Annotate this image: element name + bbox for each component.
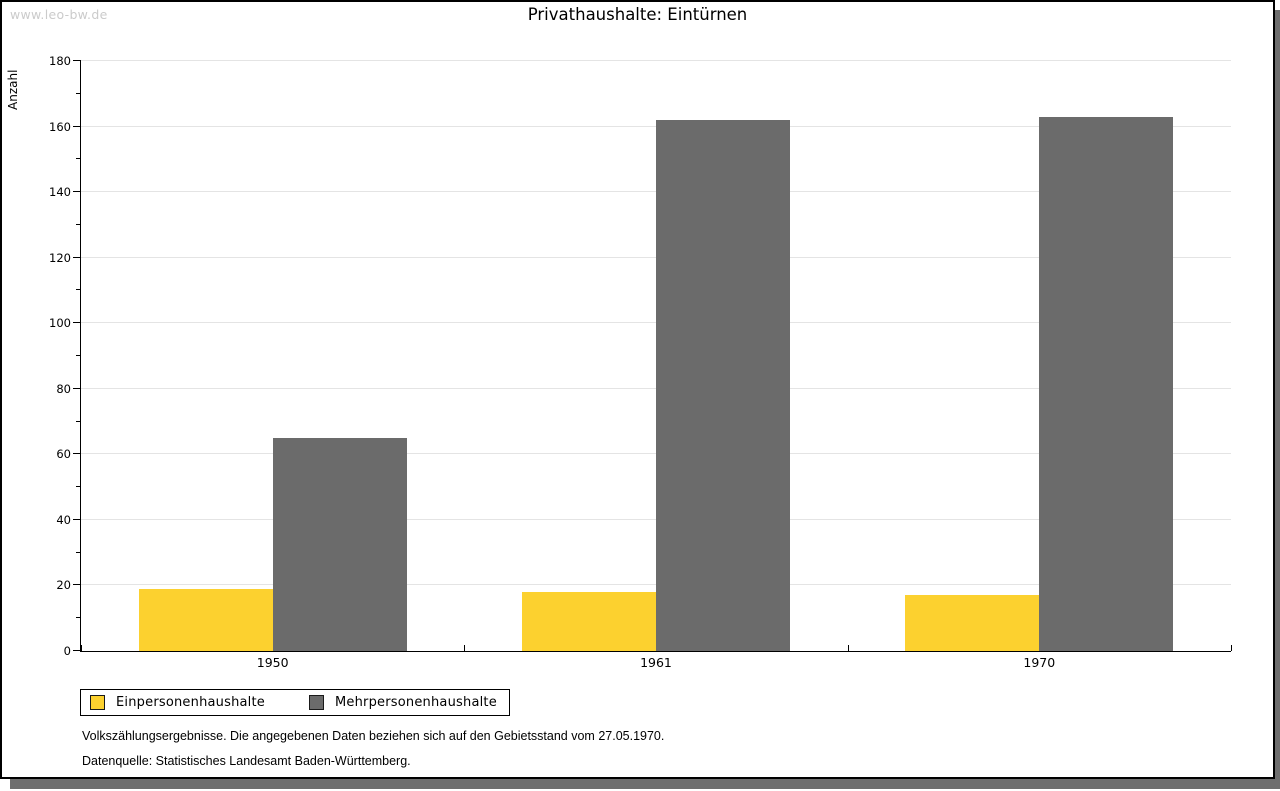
- y-axis-minor-tick: [76, 223, 81, 225]
- y-axis-major-tick: [73, 191, 81, 193]
- bar-group: 1961: [464, 61, 847, 670]
- bar-einpersonenhaushalte: [905, 595, 1040, 651]
- x-axis-tick-label: 1970: [1023, 655, 1056, 670]
- y-axis-tick-label: 20: [56, 578, 71, 593]
- gridline: [81, 60, 1231, 61]
- bar-einpersonenhaushalte: [138, 588, 273, 651]
- y-axis-major-tick: [73, 60, 81, 61]
- x-axis-boundary-tick: [847, 645, 849, 651]
- y-axis-minor-tick: [76, 158, 81, 160]
- legend-item: Mehrpersonenhaushalte: [309, 695, 497, 710]
- legend-label: Mehrpersonenhaushalte: [335, 695, 497, 710]
- y-axis-major-tick: [73, 518, 81, 520]
- y-axis-major-tick: [73, 650, 81, 651]
- chart-title: Privathaushalte: Eintürnen: [527, 5, 748, 24]
- bar-group: 1950: [81, 61, 464, 670]
- y-axis-major-tick: [73, 453, 81, 455]
- legend-swatch-icon: [90, 695, 105, 710]
- x-axis-tick-label: 1950: [256, 655, 289, 670]
- legend-swatch-icon: [309, 695, 324, 710]
- y-axis-tick-label: 0: [63, 644, 71, 658]
- bar-group: 1970: [848, 61, 1231, 670]
- watermark: www.leo-bw.de: [10, 7, 108, 22]
- x-axis-tick-label: 1961: [640, 655, 672, 670]
- y-axis-label: Anzahl: [6, 69, 20, 110]
- y-axis-minor-tick: [76, 420, 81, 422]
- y-axis-tick-label: 180: [49, 54, 71, 68]
- y-axis-tick-label: 160: [49, 119, 71, 134]
- y-axis-tick-label: 80: [56, 381, 71, 396]
- y-axis-major-tick: [73, 387, 81, 389]
- footnote-data-source: Datenquelle: Statistisches Landesamt Bad…: [82, 754, 411, 768]
- bar-mehrpersonenhaushalte: [655, 120, 791, 651]
- plot-area: 0 20 40 60 80 100 120 140 160 180 1950 1961 1970: [49, 54, 1232, 670]
- x-axis-boundary-tick: [464, 645, 466, 651]
- legend: Einpersonenhaushalte Mehrpersonenhaushalt…: [80, 689, 510, 716]
- y-axis-major-tick: [73, 256, 81, 258]
- y-axis-tick-label: 60: [56, 447, 71, 462]
- y-axis-minor-tick: [76, 355, 81, 356]
- y-axis-minor-tick: [76, 617, 81, 619]
- y-axis-minor-tick: [76, 289, 81, 291]
- y-axis-minor-tick: [76, 92, 81, 94]
- y-axis-major-tick: [73, 584, 81, 586]
- y-axis-minor-tick: [76, 486, 81, 488]
- x-axis-boundary-tick: [1231, 645, 1232, 651]
- y-axis-minor-tick: [76, 551, 81, 553]
- x-axis-boundary-tick: [81, 645, 82, 651]
- bar-mehrpersonenhaushalte: [1039, 116, 1174, 651]
- bar-einpersonenhaushalte: [521, 592, 656, 651]
- legend-item: Einpersonenhaushalte: [90, 695, 265, 710]
- y-axis-major-tick: [73, 322, 81, 324]
- y-axis-tick-label: 120: [49, 250, 71, 265]
- footnote-source-note: Volkszählungsergebnisse. Die angegebenen…: [82, 729, 665, 743]
- y-axis-tick-label: 40: [56, 512, 71, 527]
- legend-label: Einpersonenhaushalte: [116, 695, 265, 710]
- y-axis-tick-label: 100: [49, 316, 71, 331]
- y-axis-major-tick: [73, 125, 81, 127]
- y-axis-tick-label: 140: [49, 185, 71, 200]
- bar-mehrpersonenhaushalte: [272, 437, 407, 651]
